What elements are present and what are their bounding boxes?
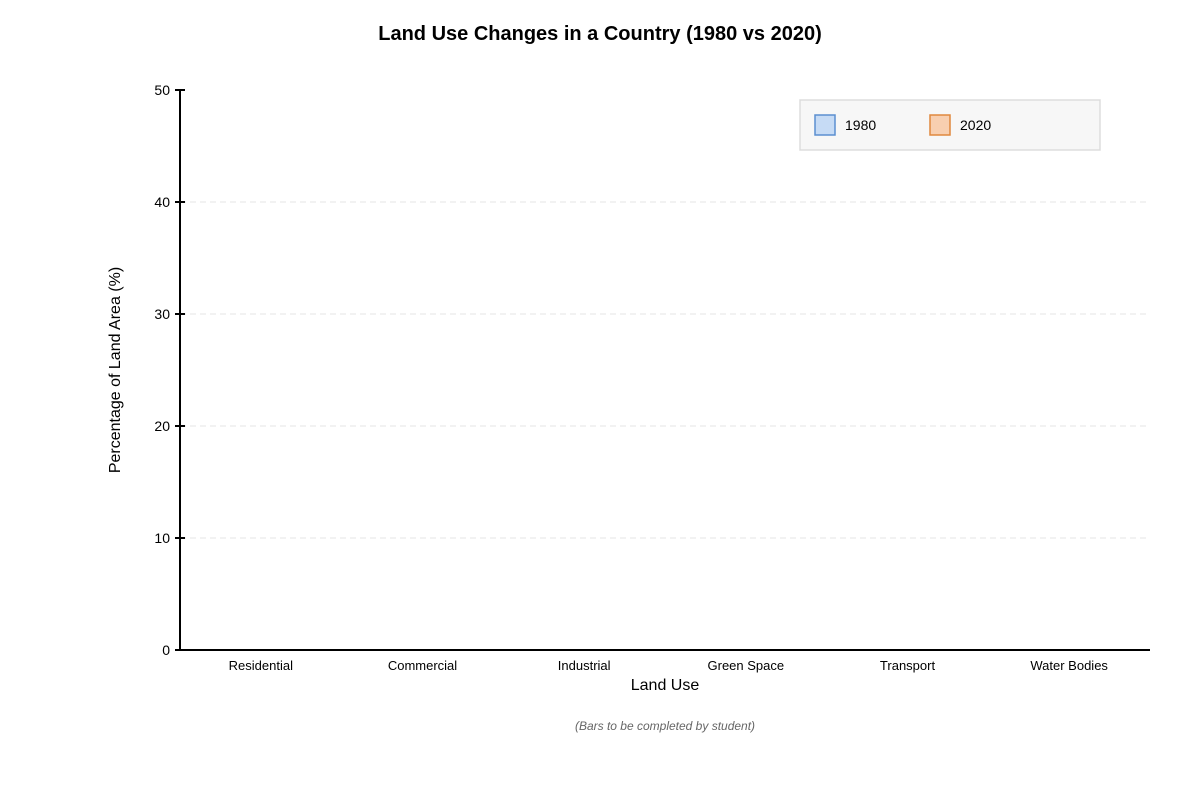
legend-label-2020: 2020: [960, 117, 991, 133]
legend: 1980 2020: [799, 99, 1101, 151]
legend-label-1980: 1980: [845, 117, 876, 133]
completion-note: (Bars to be completed by student): [575, 719, 755, 733]
x-category-label: Industrial: [558, 658, 611, 673]
x-category-label: Commercial: [388, 658, 457, 673]
y-tick-label: 10: [154, 530, 170, 546]
legend-swatch-1980: [814, 114, 836, 136]
x-category-label: Residential: [229, 658, 293, 673]
chart-title: Land Use Changes in a Country (1980 vs 2…: [378, 23, 822, 45]
x-category-label: Green Space: [708, 658, 785, 673]
y-tick-label: 30: [154, 306, 170, 322]
x-category-label: Water Bodies: [1030, 658, 1108, 673]
x-categories: Residential Commercial Industrial Green Spa…: [229, 658, 1109, 673]
y-ticks: 0 10 20 30 40 50: [154, 82, 185, 658]
y-tick-label: 40: [154, 194, 170, 210]
x-axis-label: Land Use: [631, 677, 700, 694]
y-tick-label: 50: [154, 82, 170, 98]
x-category-label: Transport: [880, 658, 936, 673]
y-tick-label: 0: [162, 642, 170, 658]
gridlines: [180, 201, 1150, 539]
y-axis-label: Percentage of Land Area (%): [107, 267, 124, 473]
legend-swatch-2020: [929, 114, 951, 136]
y-tick-label: 20: [154, 418, 170, 434]
